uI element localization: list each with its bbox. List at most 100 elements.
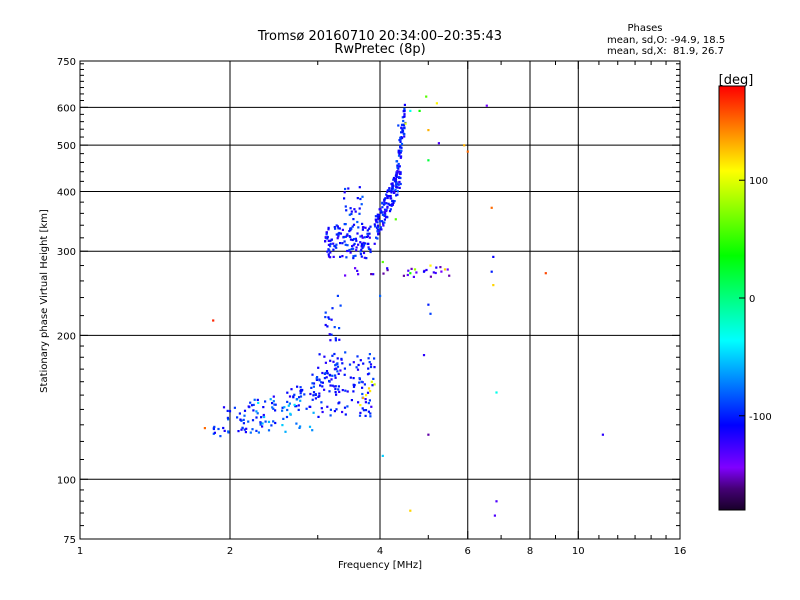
data-point xyxy=(383,200,386,203)
data-point xyxy=(272,395,275,398)
data-point xyxy=(352,383,355,386)
data-point xyxy=(256,412,259,415)
data-point xyxy=(362,362,365,365)
data-point xyxy=(492,284,495,287)
data-point xyxy=(443,268,447,271)
data-point xyxy=(285,415,289,419)
data-point xyxy=(412,275,415,278)
data-point xyxy=(303,393,306,396)
data-point xyxy=(281,409,284,412)
data-point xyxy=(335,246,338,249)
data-point xyxy=(335,224,338,227)
data-point xyxy=(350,210,353,213)
data-point xyxy=(334,339,337,342)
data-point xyxy=(311,429,314,432)
data-point xyxy=(367,235,370,238)
data-point xyxy=(299,425,302,428)
data-point xyxy=(377,232,380,235)
data-point xyxy=(393,200,396,203)
data-point xyxy=(359,250,362,253)
data-point xyxy=(338,231,341,235)
data-point xyxy=(381,454,384,457)
data-point xyxy=(386,269,389,272)
data-point xyxy=(326,237,329,240)
data-point xyxy=(361,246,364,249)
data-point xyxy=(398,152,401,155)
data-point xyxy=(345,256,348,259)
data-point xyxy=(403,113,406,116)
data-point xyxy=(311,382,314,385)
data-point xyxy=(365,235,368,238)
data-point xyxy=(407,269,410,272)
x-tick-label: 6 xyxy=(465,546,471,557)
data-point xyxy=(329,384,332,387)
data-point xyxy=(386,194,389,197)
data-point xyxy=(395,185,398,188)
data-point xyxy=(299,392,302,395)
data-point xyxy=(334,227,337,230)
data-point xyxy=(383,221,386,224)
x-tick-label: 8 xyxy=(527,546,533,557)
data-point xyxy=(330,238,333,241)
data-point xyxy=(244,431,247,434)
data-point xyxy=(397,124,400,127)
data-point xyxy=(334,364,337,367)
data-point xyxy=(369,250,372,254)
data-point xyxy=(320,401,323,404)
data-point xyxy=(374,215,377,218)
data-point xyxy=(337,235,340,238)
stats-heading: Phases xyxy=(627,23,662,34)
data-point xyxy=(329,245,332,248)
data-point xyxy=(364,242,367,245)
data-point xyxy=(398,170,401,173)
data-point xyxy=(329,339,332,342)
data-point xyxy=(360,203,363,206)
data-point xyxy=(359,411,362,414)
data-point xyxy=(335,243,338,246)
data-point xyxy=(317,366,320,369)
data-point xyxy=(382,272,385,275)
data-point xyxy=(312,385,315,388)
data-point xyxy=(341,255,344,258)
data-point xyxy=(324,236,327,239)
data-point xyxy=(386,190,389,193)
data-point xyxy=(359,404,362,407)
data-point xyxy=(368,232,371,235)
data-point xyxy=(373,242,376,245)
data-point xyxy=(490,206,493,209)
data-point xyxy=(601,433,604,436)
data-point xyxy=(386,206,389,209)
data-point xyxy=(283,406,286,409)
data-point xyxy=(362,241,365,244)
data-point xyxy=(326,325,329,328)
data-point xyxy=(391,199,394,202)
y-tick-label: 500 xyxy=(57,141,76,152)
data-point xyxy=(259,423,262,426)
data-point xyxy=(327,239,330,242)
data-point xyxy=(312,394,315,397)
data-point xyxy=(355,249,358,252)
data-point xyxy=(308,425,312,428)
data-point xyxy=(418,109,421,112)
data-point xyxy=(299,395,303,398)
colorbar-tick-label: -100 xyxy=(749,412,772,423)
data-point xyxy=(249,431,252,434)
data-point xyxy=(251,419,255,422)
data-point xyxy=(352,377,355,380)
data-point xyxy=(359,241,362,244)
data-point xyxy=(397,154,401,157)
data-point xyxy=(213,425,216,428)
data-point xyxy=(353,208,356,211)
data-point xyxy=(343,197,346,200)
data-point xyxy=(492,255,495,258)
data-point xyxy=(352,238,356,241)
data-point xyxy=(434,271,437,275)
data-point xyxy=(383,211,386,214)
data-point xyxy=(356,368,360,371)
data-point xyxy=(325,376,328,379)
data-point xyxy=(203,427,206,430)
data-point xyxy=(402,110,405,113)
data-point xyxy=(351,238,354,242)
data-point xyxy=(392,201,395,204)
data-point xyxy=(381,260,384,264)
